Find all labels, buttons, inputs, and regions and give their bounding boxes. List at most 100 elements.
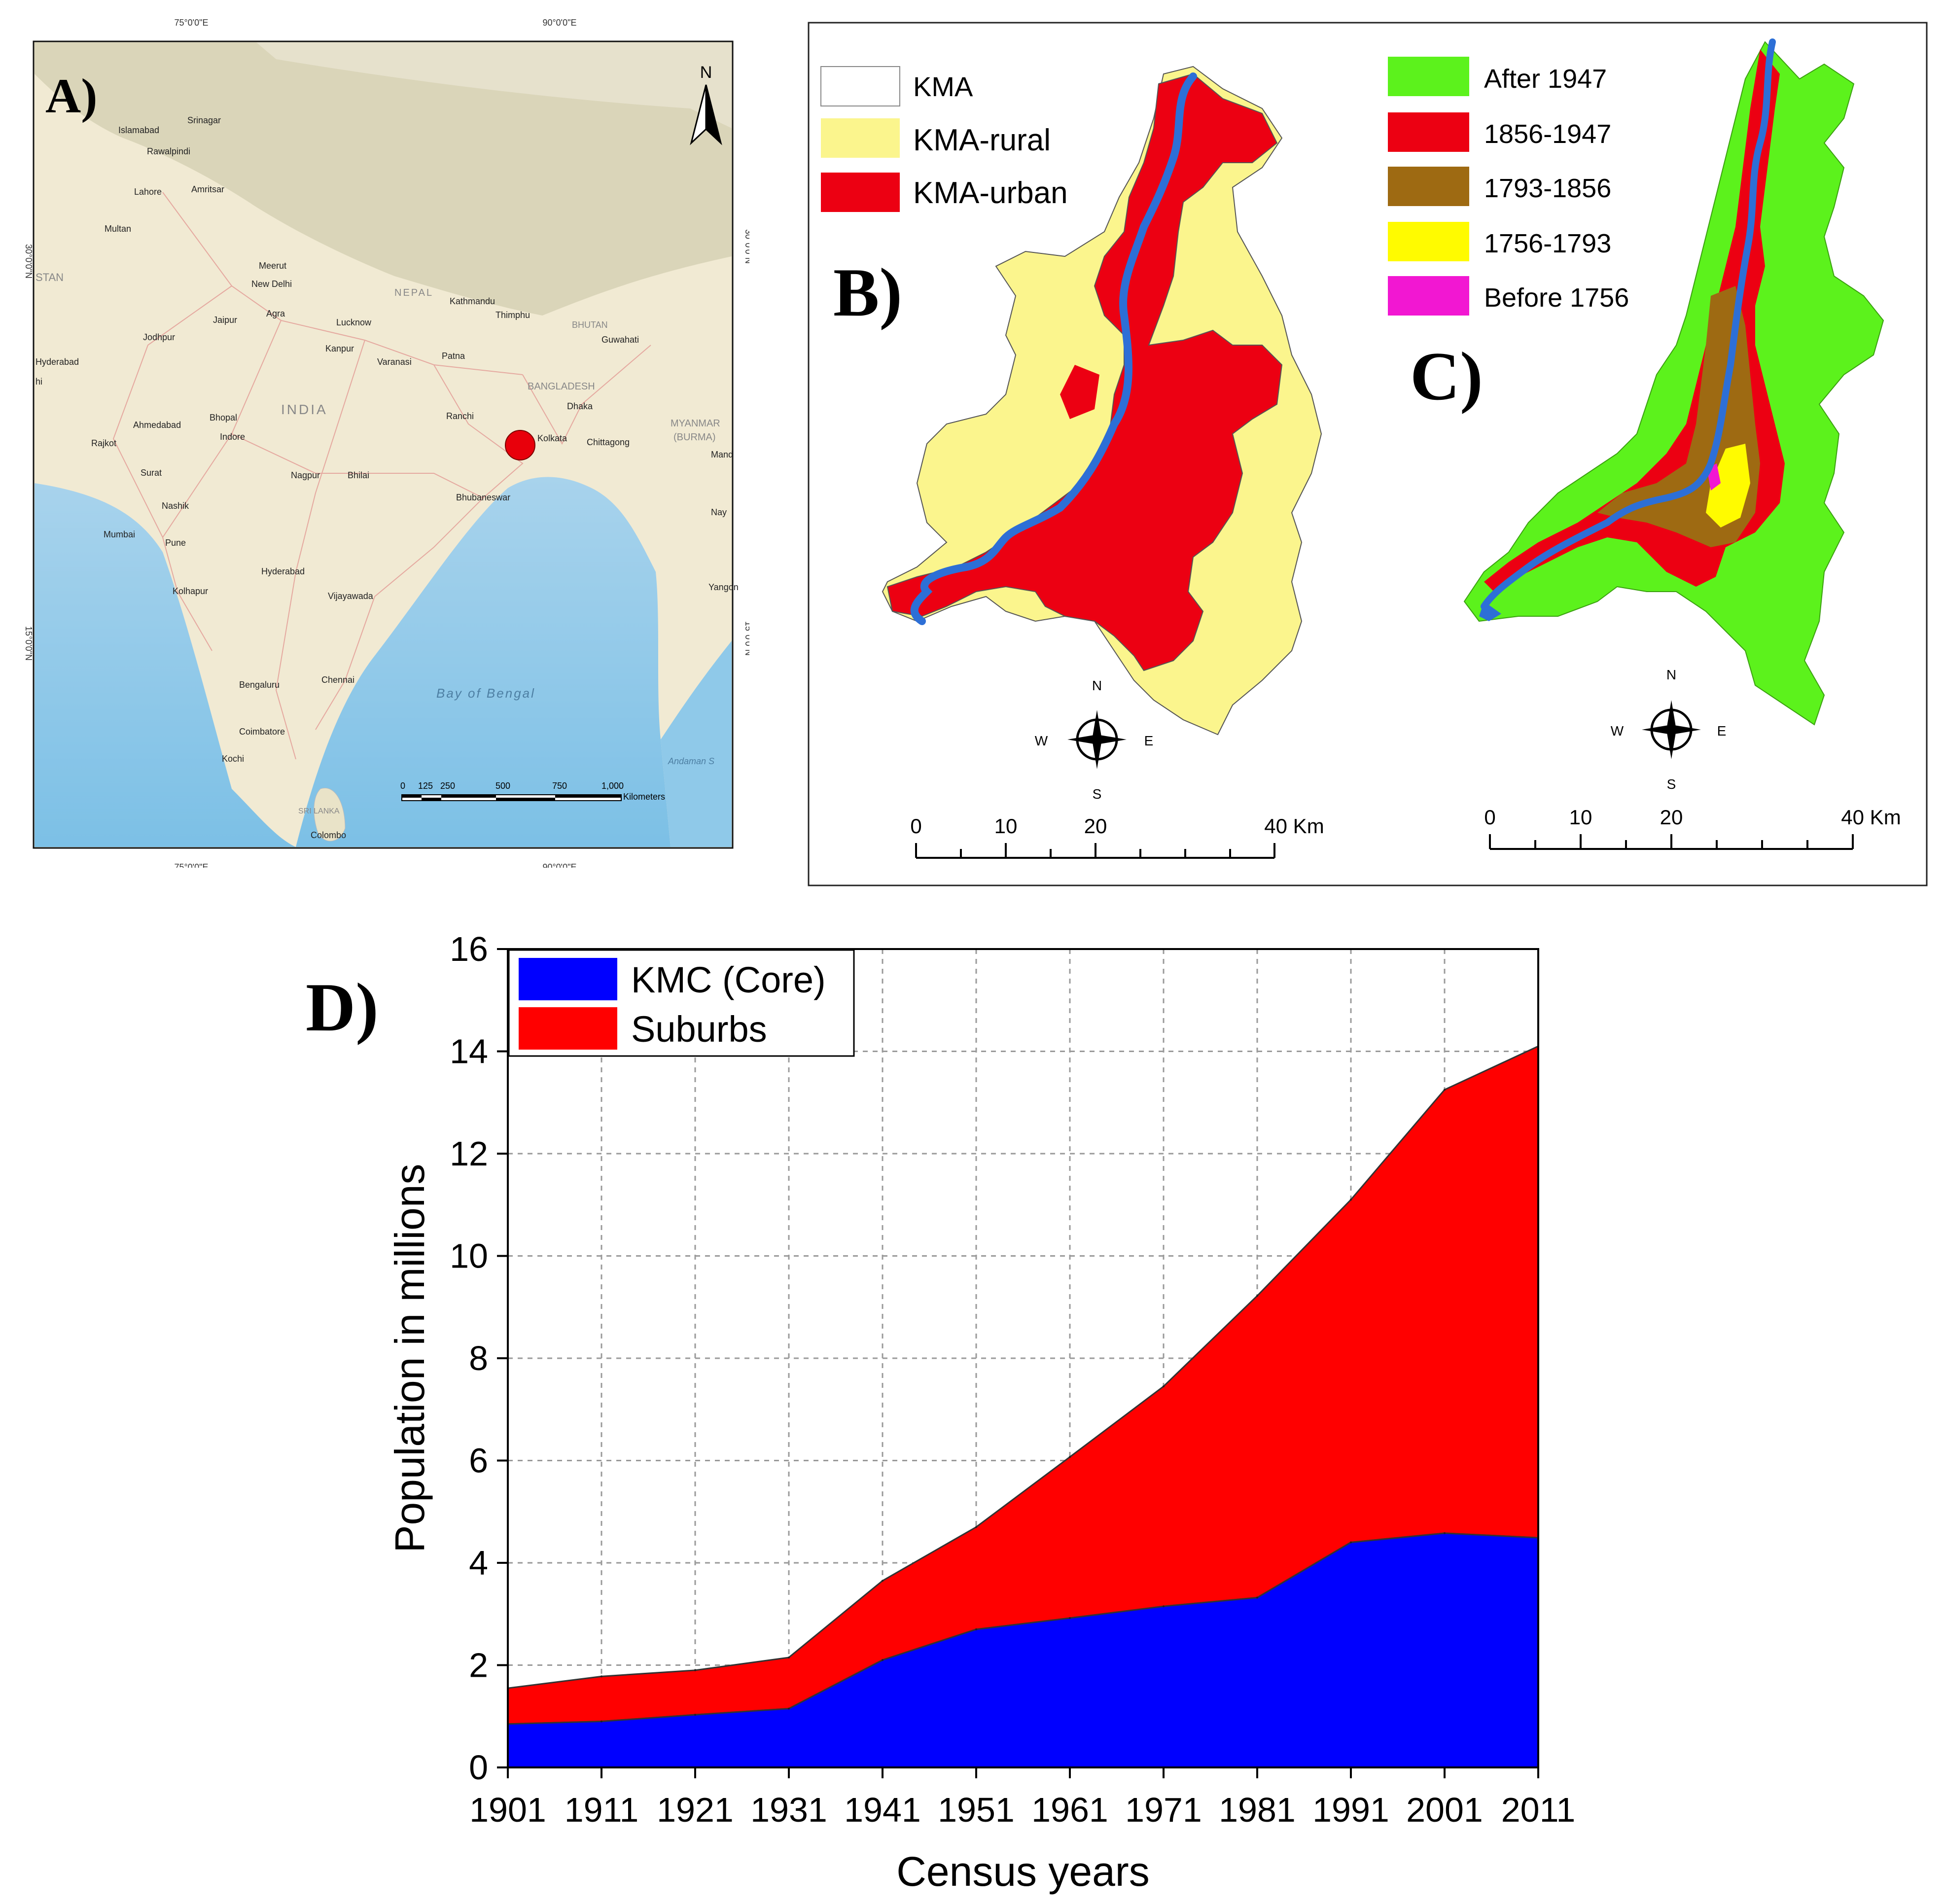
hooghly-river-b <box>910 72 1197 625</box>
panel-c-label: C) <box>1410 338 1483 415</box>
x-tick-label: 1991 <box>1312 1791 1389 1829</box>
scale-tick-label: 40 Km <box>1264 814 1324 838</box>
svg-text:E: E <box>1717 723 1727 739</box>
panel-a-label: A) <box>45 69 98 123</box>
panel-a-location-map: 75°0'0"E 90°0'0"E 75°0'0"E 90°0'0"E 30°0… <box>24 18 749 868</box>
kma-urban-patch <box>1060 365 1099 419</box>
legend-label: After 1947 <box>1484 64 1607 94</box>
y-tick-label: 4 <box>469 1544 488 1582</box>
city-label: Bhilai <box>348 470 369 480</box>
data-point-suburbs <box>1350 1199 1352 1201</box>
city-label: hi <box>35 377 42 387</box>
x-axis-title: Census years <box>896 1848 1150 1895</box>
sri-lanka-shape <box>314 788 346 842</box>
city-label: Kolkata <box>537 433 567 443</box>
x-tick-label: 2011 <box>1501 1791 1576 1829</box>
legend-label: KMA <box>913 71 973 102</box>
road-network <box>112 192 651 760</box>
city-label: Chittagong <box>587 437 630 447</box>
svg-text:W: W <box>1035 733 1048 748</box>
legend-swatch <box>821 118 900 158</box>
city-label: Varanasi <box>377 357 412 367</box>
data-point-suburbs <box>507 1687 509 1690</box>
legend-label: 1756-1793 <box>1484 229 1611 258</box>
data-point-suburbs <box>1163 1385 1165 1388</box>
y-tick-label: 12 <box>450 1134 488 1173</box>
chart-legend: KMC (Core) Suburbs <box>508 949 855 1057</box>
city-label: Islamabad <box>118 125 159 135</box>
legend-swatch <box>1388 57 1469 96</box>
water-bay-of-bengal: Bay of Bengal <box>436 686 535 701</box>
legend-label: Suburbs <box>631 1009 767 1050</box>
x-tick-label: 1911 <box>565 1791 639 1829</box>
city-label: Bhubaneswar <box>456 493 510 502</box>
legend-item-kma: KMA <box>820 66 973 106</box>
city-label: Kolhapur <box>173 586 208 596</box>
y-tick-label: 8 <box>469 1339 488 1377</box>
panel-b-legend: KMA KMA-rural KMA-urban <box>820 66 1068 212</box>
city-label: Mand <box>711 450 733 459</box>
y-tick-label: 0 <box>469 1748 488 1787</box>
legend-item-before-1756: Before 1756 <box>1388 276 1629 316</box>
city-label: Dhaka <box>567 401 593 411</box>
data-point-kmc-core <box>1537 1537 1539 1539</box>
after-1947-region <box>1463 41 1884 726</box>
lon-label-bottom-90: 90°0'0"E <box>542 862 576 868</box>
city-label: Nagpur <box>291 470 320 480</box>
x-tick-label: 1951 <box>938 1791 1015 1829</box>
scale-tick-label: 20 <box>1084 814 1107 838</box>
svg-text:E: E <box>1144 733 1154 748</box>
hooghly-river-c <box>1481 38 1776 610</box>
data-point-suburbs <box>694 1669 696 1671</box>
city-label: Kathmandu <box>450 296 495 306</box>
city-label: Srinagar <box>187 115 221 125</box>
city-label: Hyderabad <box>35 357 79 367</box>
lon-label-bottom-75: 75°0'0"E <box>174 862 208 868</box>
map-a-scale-bar: 0 125 250 500 750 1,000 Kilometers <box>400 781 665 802</box>
y-tick-label: 6 <box>469 1442 488 1480</box>
city-label: Colombo <box>311 830 346 840</box>
legend-item-kma-rural: KMA-rural <box>821 118 1051 158</box>
scale-tick-label: 20 <box>1660 806 1683 829</box>
svg-text:N: N <box>1092 678 1102 693</box>
city-label: Surat <box>141 468 162 478</box>
map-frame: INDIA NEPAL BHUTAN BANGLADESH MYANMAR (B… <box>33 40 739 849</box>
svg-text:N: N <box>1666 667 1676 682</box>
country-myanmar: MYANMAR <box>671 418 720 429</box>
scale-tick-label: 125 <box>418 781 433 791</box>
scale-tick-label: 250 <box>440 781 455 791</box>
city-label: Indore <box>220 432 245 442</box>
legend-label: Before 1756 <box>1484 283 1629 313</box>
y-tick-label: 14 <box>450 1032 488 1071</box>
legend-item-after-1947: After 1947 <box>1388 57 1607 96</box>
city-label: Nay <box>711 507 727 517</box>
scale-tick-label: 1,000 <box>601 781 624 791</box>
x-tick-label: 1901 <box>469 1791 546 1829</box>
water-andaman-sea: Andaman S <box>668 756 714 766</box>
legend-label: 1793-1856 <box>1484 174 1611 203</box>
y-tick-label: 16 <box>450 930 488 968</box>
city-label: Jaipur <box>213 315 237 325</box>
city-label: Hyderabad <box>261 566 305 576</box>
legend-item-1856-1947: 1856-1947 <box>1388 112 1611 152</box>
scale-tick-label: 10 <box>994 814 1018 838</box>
legend-swatch <box>820 66 900 106</box>
scale-unit: Kilometers <box>623 792 665 802</box>
x-tick-label: 1941 <box>844 1791 921 1829</box>
country-nepal: NEPAL <box>394 287 433 298</box>
data-point-suburbs <box>975 1526 977 1528</box>
legend-swatch <box>1388 222 1469 261</box>
plot-frame <box>507 948 1539 1768</box>
data-point-suburbs <box>1444 1089 1446 1091</box>
data-point-suburbs <box>1256 1295 1258 1297</box>
data-point-kmc-core <box>788 1707 790 1710</box>
legend-swatch <box>519 958 617 1000</box>
andaman-sea <box>661 641 732 847</box>
scale-tick-label: 10 <box>1569 806 1592 829</box>
area-series-kmc-core <box>507 1532 1539 1768</box>
compass-c-icon: N S E W <box>1611 667 1727 792</box>
x-tick-label: 1981 <box>1219 1791 1296 1829</box>
lat-label-left-15: 15°0'0"N <box>24 626 34 661</box>
compass-b-icon: N S E W <box>1035 678 1154 802</box>
kma-map-b <box>882 66 1322 736</box>
